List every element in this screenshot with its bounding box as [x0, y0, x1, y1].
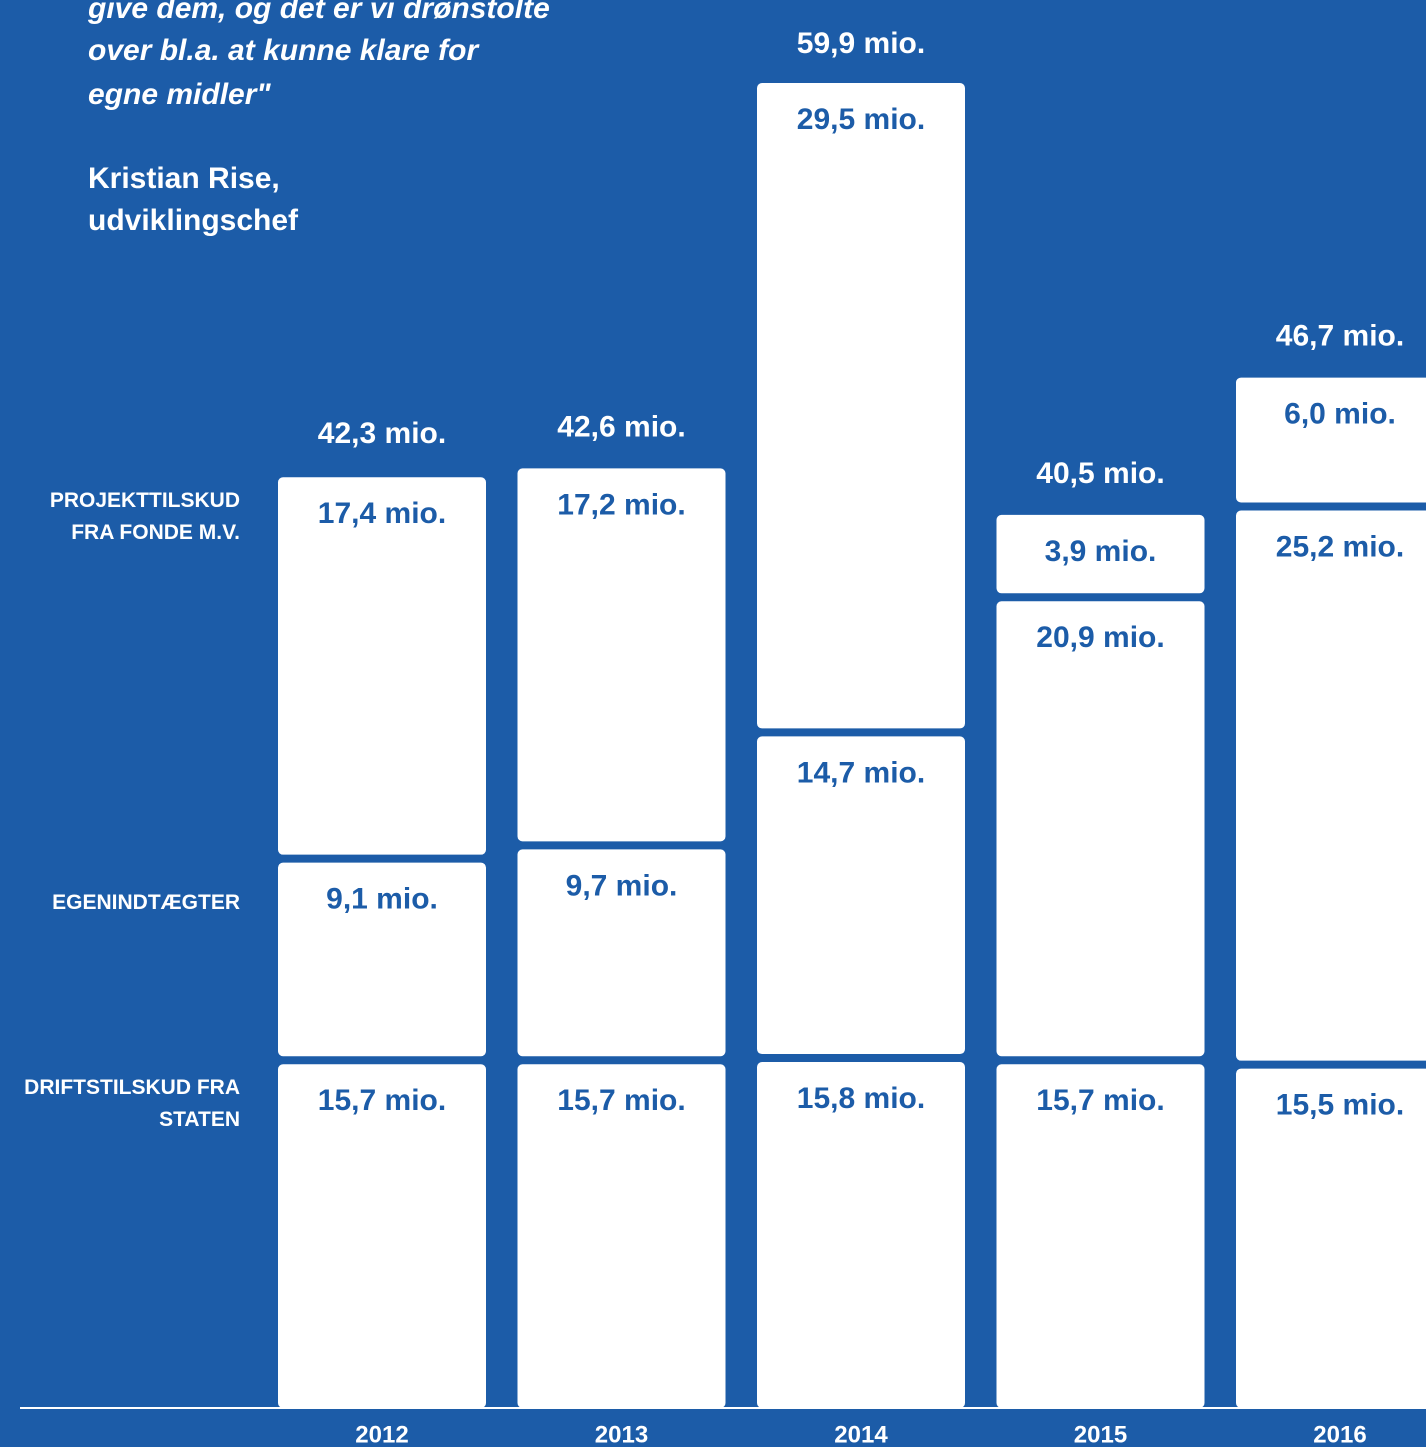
total-label: 46,7 mio.	[1276, 320, 1404, 353]
value-label: 15,7 mio.	[318, 1084, 446, 1117]
value-label: 17,4 mio.	[318, 497, 446, 530]
bar-segment	[1236, 1068, 1426, 1408]
bar-segment	[278, 477, 486, 855]
bar-segment	[1236, 377, 1426, 503]
value-label: 29,5 mio.	[797, 103, 925, 136]
total-label: 59,9 mio.	[797, 27, 925, 60]
value-label: 17,2 mio.	[557, 488, 685, 521]
bar-segment	[996, 514, 1205, 594]
total-label: 42,3 mio.	[318, 417, 446, 450]
total-label: 40,5 mio.	[1036, 457, 1164, 490]
bar-segment	[757, 736, 965, 1055]
bar-segment	[278, 862, 486, 1057]
value-label: 25,2 mio.	[1276, 530, 1404, 563]
x-tick-label: 2015	[1074, 1421, 1127, 1447]
value-label: 20,9 mio.	[1036, 621, 1164, 654]
bar-segment	[757, 1062, 965, 1408]
bar-segment	[996, 1064, 1205, 1408]
x-tick-label: 2013	[595, 1421, 648, 1447]
bar-segment	[517, 468, 726, 842]
quote-line: over bl.a. at kunne klare for	[88, 34, 480, 67]
bar-segment	[757, 83, 965, 729]
value-label: 9,7 mio.	[566, 869, 678, 902]
attribution-line: udviklingschef	[88, 204, 299, 237]
x-tick-label: 2016	[1313, 1421, 1366, 1447]
x-tick-label: 2012	[355, 1421, 408, 1447]
bar-segment	[1236, 510, 1426, 1061]
bar-segment	[996, 601, 1205, 1057]
value-label: 9,1 mio.	[326, 883, 438, 916]
quote-line: egne midler"	[88, 78, 271, 111]
value-label: 15,7 mio.	[557, 1084, 685, 1117]
bar-segment	[517, 849, 726, 1057]
quote-line: give dem, og det er vi drønstolte	[87, 0, 550, 25]
series-label: EGENINDTÆGTER	[52, 890, 240, 914]
value-label: 3,9 mio.	[1045, 535, 1157, 568]
attribution-line: Kristian Rise,	[88, 162, 280, 195]
value-label: 6,0 mio.	[1284, 398, 1396, 431]
x-tick-label: 2014	[834, 1421, 888, 1447]
value-label: 15,5 mio.	[1276, 1089, 1404, 1122]
value-label: 15,7 mio.	[1036, 1084, 1164, 1117]
total-label: 42,6 mio.	[557, 410, 685, 443]
series-label: PROJEKTTILSKUD FRA FONDE M.V.	[49, 489, 240, 545]
value-label: 14,7 mio.	[797, 756, 925, 789]
bar-segment	[278, 1064, 486, 1408]
series-label: DRIFTSTILSKUD FRA STATEN	[24, 1076, 240, 1132]
value-label: 15,8 mio.	[797, 1082, 925, 1115]
bar-segment	[517, 1064, 726, 1408]
